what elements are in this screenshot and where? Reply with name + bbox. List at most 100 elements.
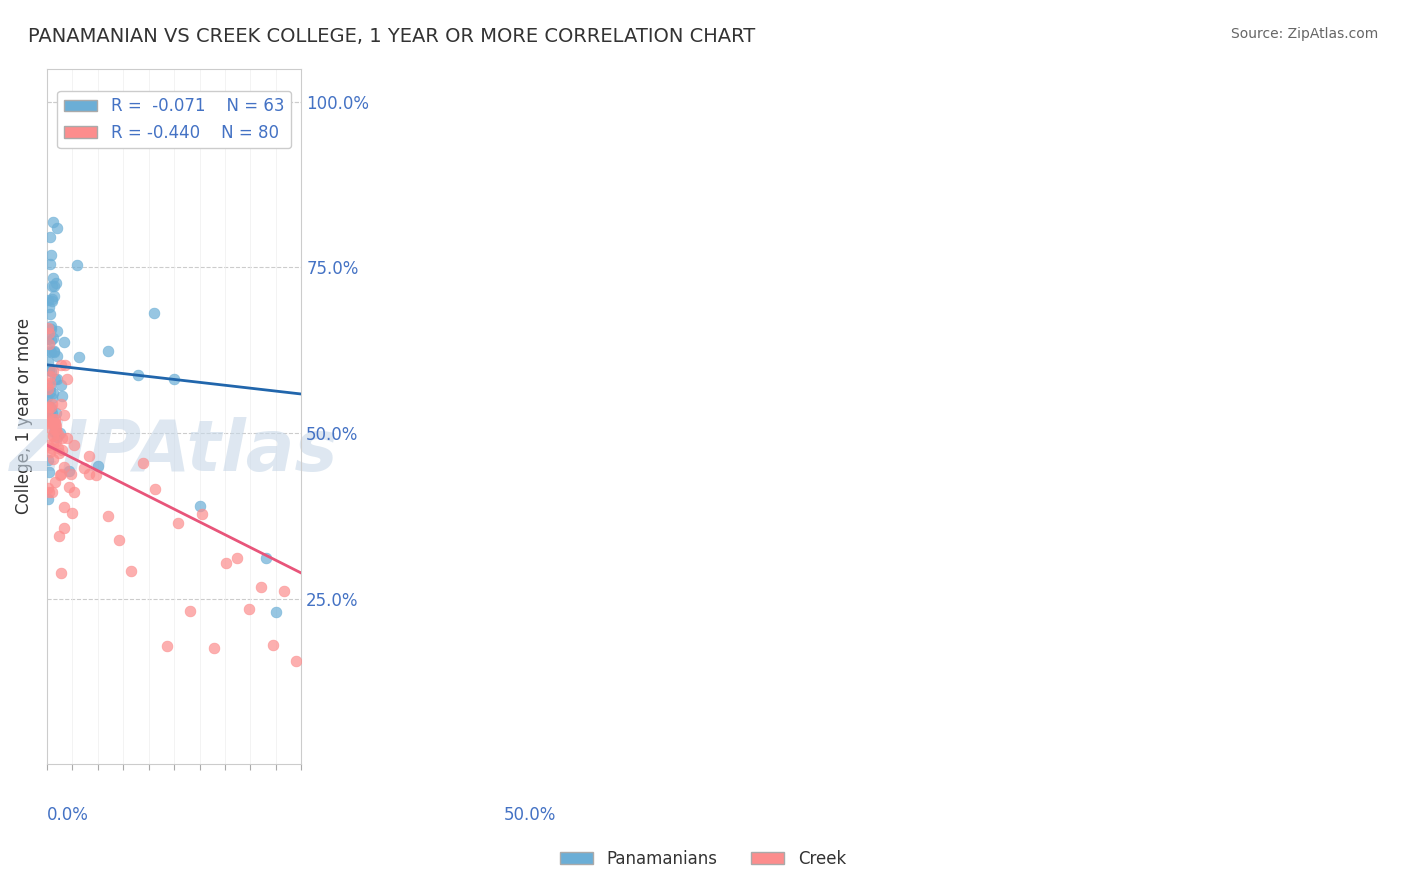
Y-axis label: College, 1 year or more: College, 1 year or more <box>15 318 32 515</box>
Text: 50.0%: 50.0% <box>503 806 555 824</box>
Point <box>37 438 59 452</box>
Point <box>45 220 67 235</box>
Point <box>262 638 284 652</box>
Point <box>44 423 66 437</box>
Point <box>41 485 63 500</box>
Point <box>39 344 62 359</box>
Point <box>42 425 65 440</box>
Point <box>49 566 72 581</box>
Point <box>67 351 90 365</box>
Point <box>37 416 59 430</box>
Point <box>77 449 100 463</box>
Point <box>53 459 76 474</box>
Point <box>44 289 66 303</box>
Point <box>97 508 120 523</box>
Point <box>37 403 59 417</box>
Text: ZIPAtlas: ZIPAtlas <box>10 417 339 485</box>
Point <box>202 641 225 656</box>
Point <box>37 377 59 392</box>
Point <box>39 248 62 262</box>
Point <box>42 412 65 426</box>
Point <box>39 376 62 391</box>
Point <box>39 344 62 359</box>
Point <box>49 397 72 411</box>
Point <box>56 372 79 386</box>
Point <box>38 465 60 479</box>
Point <box>132 456 155 470</box>
Point <box>41 215 63 229</box>
Point <box>53 334 76 349</box>
Point <box>41 270 63 285</box>
Point <box>39 333 62 347</box>
Legend: Panamanians, Creek: Panamanians, Creek <box>554 844 852 875</box>
Point <box>45 276 67 290</box>
Point <box>39 445 62 459</box>
Point <box>41 391 63 405</box>
Point <box>62 438 84 452</box>
Point <box>97 344 120 359</box>
Point <box>41 292 63 306</box>
Point <box>46 427 69 442</box>
Point <box>44 344 66 359</box>
Point <box>73 460 96 475</box>
Point <box>37 382 59 396</box>
Point <box>163 372 186 386</box>
Point <box>238 602 260 616</box>
Point <box>38 326 60 341</box>
Point <box>37 453 59 467</box>
Point <box>39 441 62 455</box>
Point <box>48 446 70 460</box>
Point <box>44 416 66 430</box>
Point <box>191 507 214 521</box>
Point <box>39 384 62 399</box>
Point <box>37 420 59 434</box>
Point <box>250 580 273 594</box>
Point <box>264 606 287 620</box>
Point <box>46 349 69 363</box>
Point <box>120 564 142 578</box>
Point <box>41 293 63 308</box>
Point <box>42 452 65 467</box>
Legend: R =  -0.071    N = 63, R = -0.440    N = 80: R = -0.071 N = 63, R = -0.440 N = 80 <box>58 91 291 148</box>
Point <box>37 492 59 507</box>
Point <box>44 475 66 490</box>
Point <box>51 389 73 403</box>
Point <box>62 485 84 500</box>
Point <box>188 500 211 514</box>
Point <box>42 417 65 431</box>
Point <box>38 485 60 500</box>
Point <box>46 441 69 455</box>
Point <box>48 529 70 543</box>
Point <box>38 401 60 415</box>
Point <box>38 337 60 351</box>
Point <box>42 385 65 400</box>
Point <box>285 653 308 667</box>
Point <box>37 481 59 495</box>
Point <box>39 401 62 416</box>
Point <box>42 330 65 344</box>
Point <box>53 409 76 423</box>
Point <box>45 423 67 437</box>
Point <box>45 406 67 420</box>
Point <box>143 482 166 496</box>
Point <box>37 321 59 335</box>
Point <box>38 363 60 377</box>
Point <box>38 230 60 244</box>
Point <box>273 583 295 598</box>
Point <box>108 533 131 548</box>
Point <box>45 324 67 338</box>
Point <box>58 480 80 494</box>
Point <box>38 380 60 394</box>
Point <box>41 397 63 411</box>
Point <box>38 414 60 428</box>
Point <box>55 358 77 372</box>
Point <box>167 516 190 530</box>
Point <box>45 434 67 448</box>
Point <box>179 605 201 619</box>
Point <box>41 406 63 420</box>
Point <box>214 556 236 570</box>
Point <box>49 467 72 482</box>
Point <box>84 467 107 482</box>
Point <box>39 401 62 415</box>
Point <box>41 437 63 451</box>
